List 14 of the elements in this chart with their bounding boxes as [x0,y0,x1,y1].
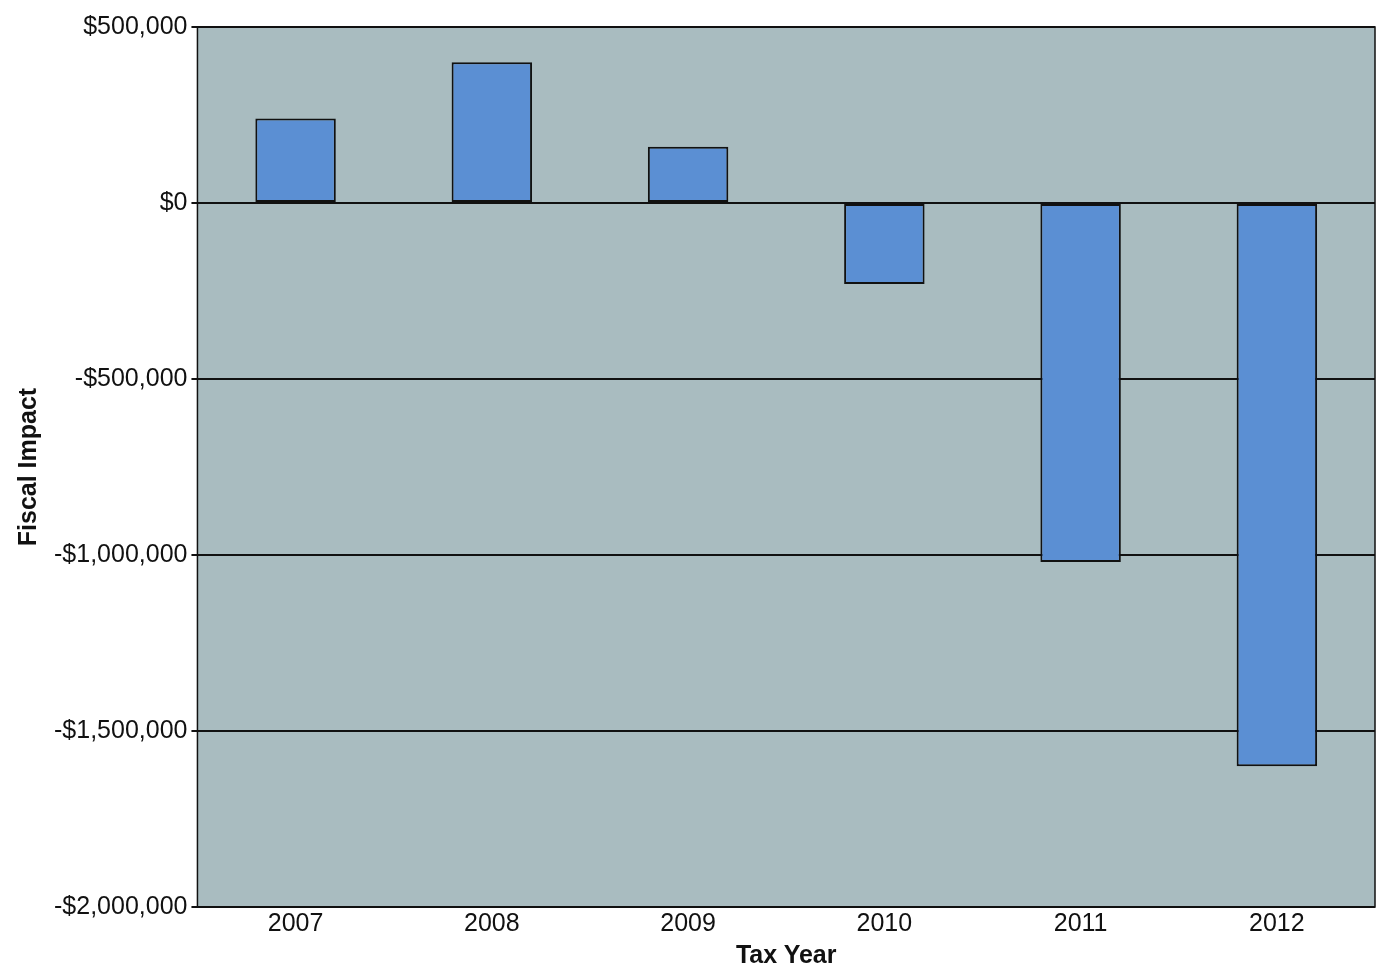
x-tick-label: 2012 [1249,907,1305,936]
y-tick-label: -$1,000,000 [53,538,188,567]
x-tick-label: 2010 [856,907,913,936]
x-tick-label: 2007 [267,907,324,936]
y-tick-label: $500,000 [83,10,188,39]
x-axis-title: Tax Year [735,939,837,968]
y-tick-label: -$500,000 [74,362,188,391]
y-axis-title: Fiscal Impact [12,387,41,547]
x-tick-label: 2011 [1053,907,1108,936]
x-tick-label: 2008 [464,907,520,936]
y-tick-label: -$2,000,000 [53,890,188,919]
y-tick-label: $0 [159,186,188,215]
y-tick-label: -$1,500,000 [53,714,188,743]
x-tick-label: 2009 [660,907,716,936]
